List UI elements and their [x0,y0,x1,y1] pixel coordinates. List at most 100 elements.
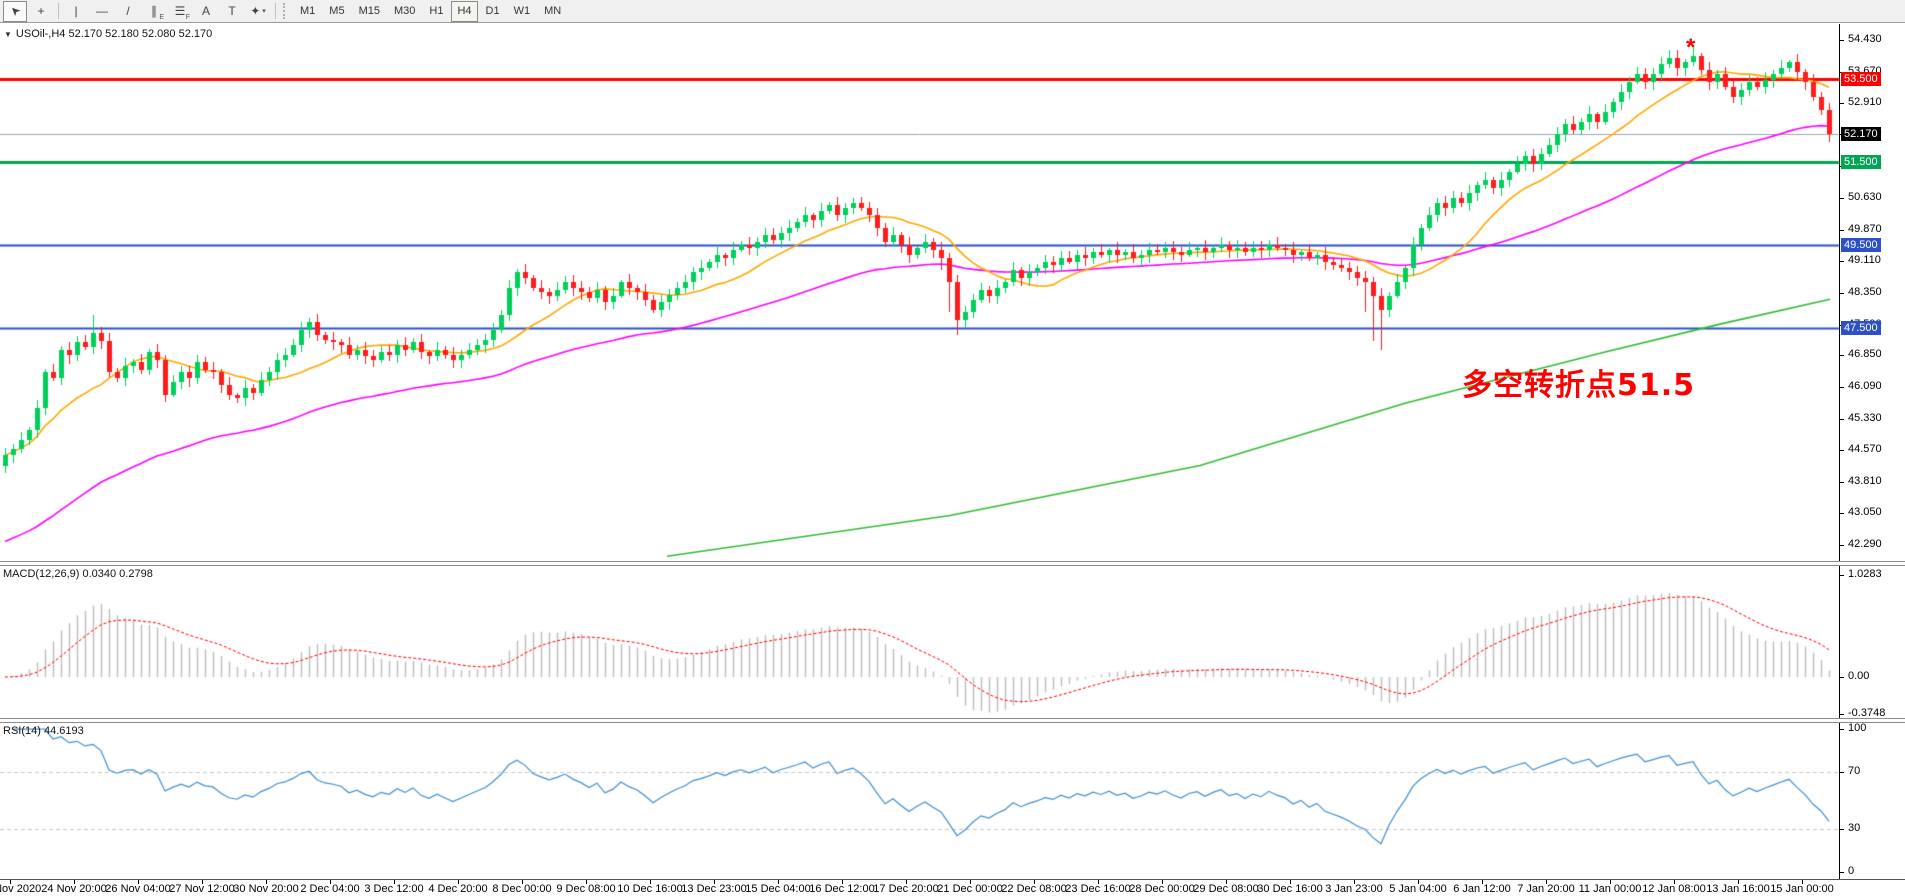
time-axis-tick [650,880,651,884]
rsi-axis-label: 30 [1848,822,1861,834]
price-axis-label-tick [1839,355,1844,356]
timeframe-m1-button[interactable]: M1 [300,5,316,17]
collapse-ohlc-icon[interactable]: ▼ [4,30,12,39]
price-axis-label-tick [1839,482,1844,483]
timeframe-mn-button[interactable]: MN [544,5,562,17]
time-axis-tick [10,880,11,884]
toolbar-separator [58,3,59,19]
time-axis-tick [1674,880,1675,884]
hline-price-tag-51.500[interactable]: 51.500 [1841,155,1881,169]
hline-price-tag-49.500[interactable]: 49.500 [1841,238,1881,252]
time-axis-label: 17 Dec 20:00 [873,883,939,895]
time-axis-tick [1162,880,1163,884]
trendline-tool-button[interactable]: / [116,1,140,22]
macd-indicator-label: MACD(12,26,9) 0.0340 0.2798 [3,568,153,580]
pane-divider-rsi[interactable] [0,718,1905,723]
price-axis-label: 52.910 [1848,96,1882,108]
cursor-tool-button[interactable]: ➤ [3,0,27,22]
time-axis-label: 15 Dec 04:00 [745,883,811,895]
time-axis-label: 23 Dec 16:00 [1065,883,1131,895]
macd-axis-label-tick [1839,575,1844,576]
rsi-axis-label-tick [1839,772,1844,773]
time-axis-tick [458,880,459,884]
cursor-tool-icon: ➤ [6,2,24,20]
price-axis-label: 42.290 [1848,538,1882,550]
timeframe-m15-button[interactable]: M15 [358,5,380,17]
price-axis-label-tick [1839,545,1844,546]
time-axis-tick [842,880,843,884]
toolbar: ➤ + | — / ∥ E ☰ F A T ✦ ▾ M1 M5 M15 M30 H1 H4 D1 W1 MN [0,0,1905,23]
timeframe-h4-button[interactable]: H4 [451,0,478,22]
rsi-axis-label: 0 [1848,865,1855,877]
time-axis-label: 13 Jan 16:00 [1706,883,1770,895]
time-axis-label: 30 Nov 20:00 [233,883,299,895]
vertical-line-tool-button[interactable]: | [64,1,88,22]
current-price-tag: 52.170 [1841,127,1881,141]
rsi-axis-label-tick [1839,829,1844,830]
arrows-tool-button[interactable]: ✦ ▾ [246,1,270,22]
hline-price-tag-47.500[interactable]: 47.500 [1841,321,1881,335]
price-axis-label-tick [1839,230,1844,231]
time-axis-tick [138,880,139,884]
price-axis-label: 45.330 [1848,412,1882,424]
time-axis-tick [1802,880,1803,884]
price-axis-label-tick [1839,261,1844,262]
time-axis-label: 11 Jan 00:00 [1578,883,1642,895]
horizontal-line-tool-button[interactable]: — [90,1,114,22]
time-axis-tick [970,880,971,884]
time-axis-tick [586,880,587,884]
time-axis-label: 6 Jan 12:00 [1453,883,1511,895]
trendline-tool-icon: / [126,4,130,18]
price-axis-border [1839,24,1840,879]
timeframe-d1-button[interactable]: D1 [485,5,500,17]
price-axis-label-tick [1839,198,1844,199]
price-axis-label: 50.630 [1848,191,1882,203]
timeframe-m5-button[interactable]: M5 [329,5,345,17]
time-axis-label: 26 Nov 04:00 [105,883,171,895]
vertical-line-tool-icon: | [74,4,78,18]
time-axis-label: 9 Dec 08:00 [556,883,616,895]
time-axis-tick [1418,880,1419,884]
rsi-axis-label: 70 [1848,765,1861,777]
time-axis-tick [1290,880,1291,884]
price-axis-label: 54.430 [1848,33,1882,45]
text-tool-button[interactable]: A [194,1,218,22]
price-axis-label: 46.850 [1848,348,1882,360]
price-axis-label: 49.870 [1848,223,1882,235]
crosshair-tool-icon: + [37,4,45,18]
crosshair-tool-button[interactable]: + [29,1,53,22]
time-axis-label: 27 Nov 12:00 [169,883,235,895]
price-axis-label-tick [1839,40,1844,41]
time-axis-border [0,879,1905,880]
time-axis-label: 21 Dec 00:00 [937,883,1003,895]
equidistant-channel-tool-button[interactable]: ∥ E [142,1,166,22]
time-axis-tick [74,880,75,884]
price-axis-label-tick [1839,387,1844,388]
time-axis-label: 22 Dec 08:00 [1001,883,1067,895]
price-axis-label: 49.110 [1848,254,1881,266]
toolbar-drag-handle[interactable] [283,3,290,19]
fibonacci-tool-button[interactable]: ☰ F [168,1,192,22]
price-axis-label-tick [1839,293,1844,294]
time-axis-label: 24 Nov 20:00 [41,883,107,895]
rsi-indicator-label: RSI(14) 44.6193 [3,725,84,737]
time-axis-label: 16 Dec 12:00 [809,883,875,895]
time-axis-tick [1098,880,1099,884]
text-label-tool-button[interactable]: T [220,1,244,22]
timeframe-w1-button[interactable]: W1 [513,5,531,17]
timeframe-m30-button[interactable]: M30 [393,5,416,17]
time-axis-tick [714,880,715,884]
text-label-tool-icon: T [228,4,236,18]
time-axis-label: 3 Jan 23:00 [1325,883,1383,895]
price-axis-label: 46.090 [1848,380,1882,392]
price-axis-label: 48.350 [1848,286,1882,298]
hline-price-tag-53.500[interactable]: 53.500 [1841,72,1881,86]
chevron-down-icon[interactable]: ▾ [262,8,266,15]
timeframe-h1-button[interactable]: H1 [429,5,444,17]
time-axis-tick [1034,880,1035,884]
time-axis-label: 15 Jan 00:00 [1770,883,1834,895]
time-axis-label: 10 Dec 16:00 [617,883,683,895]
pane-divider-macd[interactable] [0,561,1905,566]
